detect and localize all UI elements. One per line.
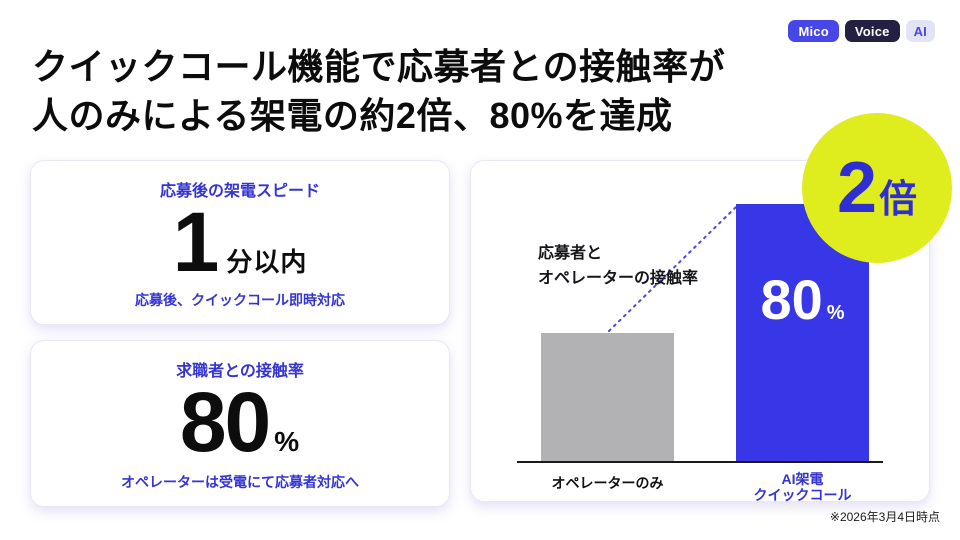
- stat-card-title: 求職者との接触率: [176, 363, 304, 380]
- chart-series-label: 応募者と オペレーターの接触率: [538, 241, 698, 291]
- multiplier-unit: 倍: [879, 179, 918, 221]
- brand-badges: Mico Voice AI: [788, 20, 935, 42]
- stat-value: 80: [179, 375, 271, 469]
- footnote-date: ※2026年3月4日時点: [829, 510, 940, 524]
- badge-voice: Voice: [844, 20, 900, 42]
- headline-line1: クイックコール機能で応募者との接触率が: [32, 46, 726, 87]
- bar-operator-only: [541, 333, 674, 461]
- stat-value-row: 80 %: [179, 375, 301, 472]
- stat-caption: オペレーターは受電にて応募者対応へ: [121, 474, 359, 490]
- badge-mico: Mico: [788, 20, 839, 42]
- multiplier-badge: 2 倍: [802, 113, 952, 263]
- badge-ai: AI: [905, 20, 935, 42]
- stat-unit: 分以内: [226, 247, 308, 277]
- stat-caption: 応募後、クイックコール即時対応: [135, 292, 345, 308]
- stat-card-contact-rate: 求職者との接触率 80 % オペレーターは受電にて応募者対応へ: [30, 340, 450, 507]
- slide-headline: クイックコール機能で応募者との接触率が 人のみによる架電の約2倍、80%を達成: [32, 42, 725, 140]
- category-label-operator-only: オペレーターのみ: [551, 475, 664, 491]
- chart-baseline: [517, 461, 883, 463]
- stat-unit: %: [274, 426, 301, 457]
- category-label-ai-quick-call: AI架電 クイックコール: [726, 471, 879, 503]
- category-label-line1: AI架電: [781, 471, 824, 487]
- stat-card-title: 応募後の架電スピード: [159, 183, 320, 200]
- chart-series-label-line2: オペレーターの接触率: [538, 270, 699, 287]
- stat-value: 1: [172, 195, 220, 289]
- multiplier-text: 2 倍: [837, 152, 917, 224]
- category-label-line2: クイックコール: [753, 487, 852, 503]
- bar-value-unit: %: [826, 302, 845, 324]
- stat-value-row: 1 分以内: [172, 195, 308, 290]
- bar-value-number: 80: [760, 268, 823, 331]
- chart-series-label-line1: 応募者と: [538, 245, 603, 262]
- stat-card-call-speed: 応募後の架電スピード 1 分以内 応募後、クイックコール即時対応: [30, 160, 450, 325]
- bar-value-label: 80 %: [736, 272, 869, 328]
- headline-line2: 人のみによる架電の約2倍、80%を達成: [32, 95, 673, 136]
- multiplier-number: 2: [836, 148, 878, 228]
